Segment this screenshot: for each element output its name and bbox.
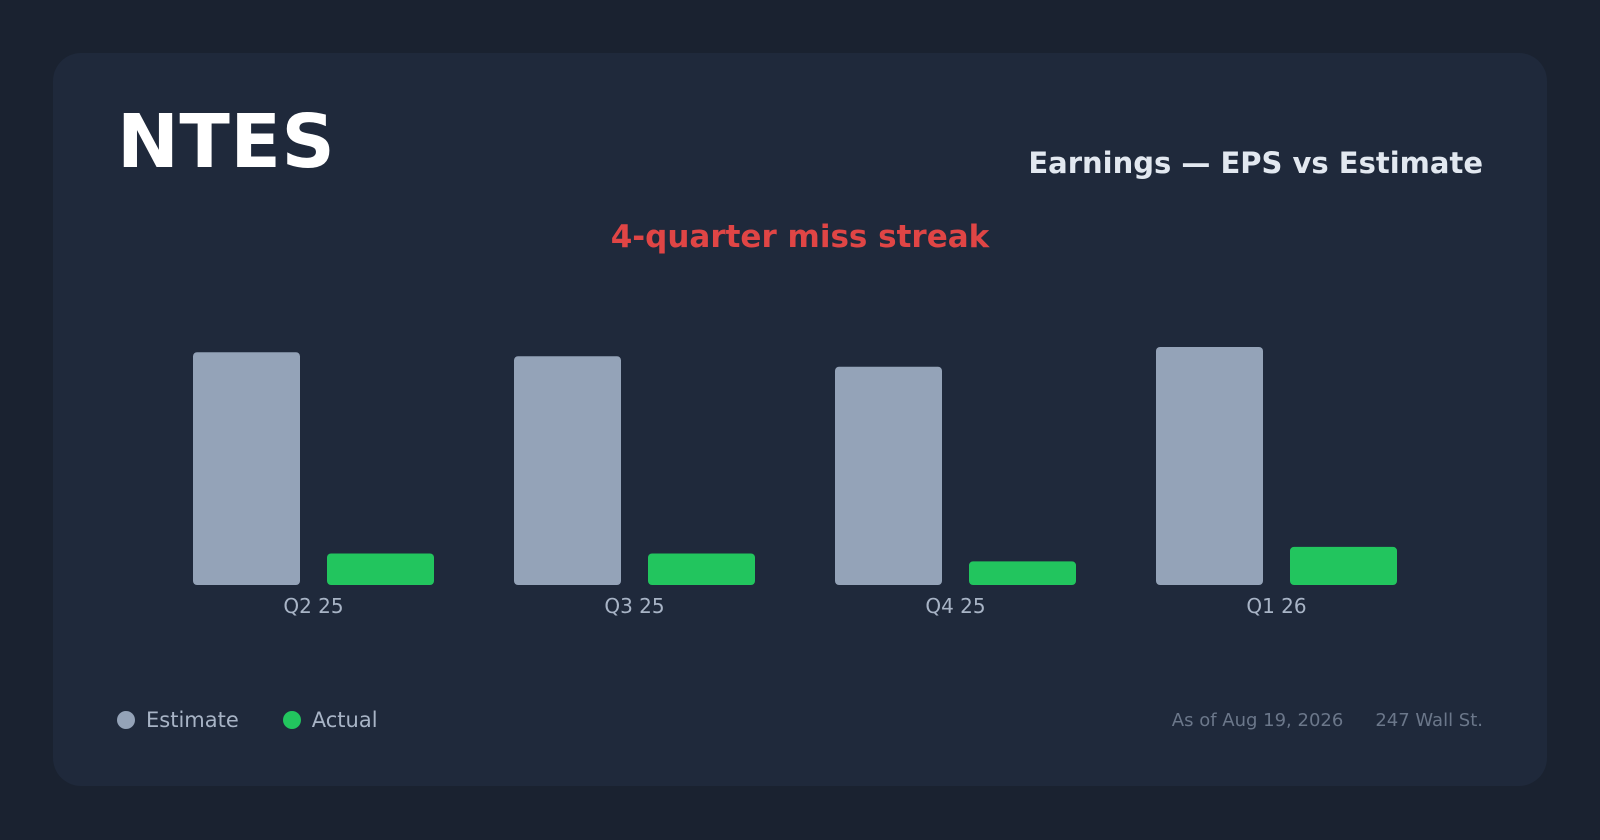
x-tick-label: Q2 25 [283, 594, 343, 618]
chart-card: NTES Earnings — EPS vs Estimate 4-quarte… [53, 53, 1547, 786]
source-credit: 247 Wall St. [1375, 710, 1483, 731]
bar-actual-q4-25 [969, 561, 1076, 585]
legend-dot-estimate [117, 711, 135, 729]
legend-label-actual: Actual [311, 708, 378, 732]
x-tick-label: Q1 26 [1246, 594, 1306, 618]
chart-footer: As of Aug 19, 2026 247 Wall St. [1172, 710, 1483, 731]
ticker-symbol: NTES [117, 99, 336, 185]
bar-actual-q3-25 [648, 553, 755, 585]
bar-estimate-q4-25 [835, 366, 942, 585]
bar-estimate-q3-25 [514, 356, 621, 585]
legend-item-estimate: Estimate [117, 708, 239, 732]
legend-dot-actual [282, 711, 301, 729]
bar-actual-q1-26 [1290, 546, 1397, 585]
legend-label-estimate: Estimate [146, 708, 239, 732]
bar-estimate-q1-26 [1156, 347, 1263, 585]
chart-subtitle: Earnings — EPS vs Estimate [1028, 146, 1483, 180]
chart-legend: Estimate Actual [117, 708, 422, 732]
bar-estimate-q2-25 [193, 352, 300, 585]
as-of-date: As of Aug 19, 2026 [1171, 710, 1344, 731]
legend-item-actual: Actual [282, 708, 378, 732]
bar-actual-q2-25 [327, 553, 434, 585]
x-tick-label: Q3 25 [604, 594, 664, 618]
earnings-bar-chart: Q2 25 Q3 25 Q4 25 Q1 26 [193, 347, 1397, 618]
miss-streak-label: 4-quarter miss streak [610, 219, 990, 255]
x-tick-label: Q4 25 [925, 594, 985, 618]
